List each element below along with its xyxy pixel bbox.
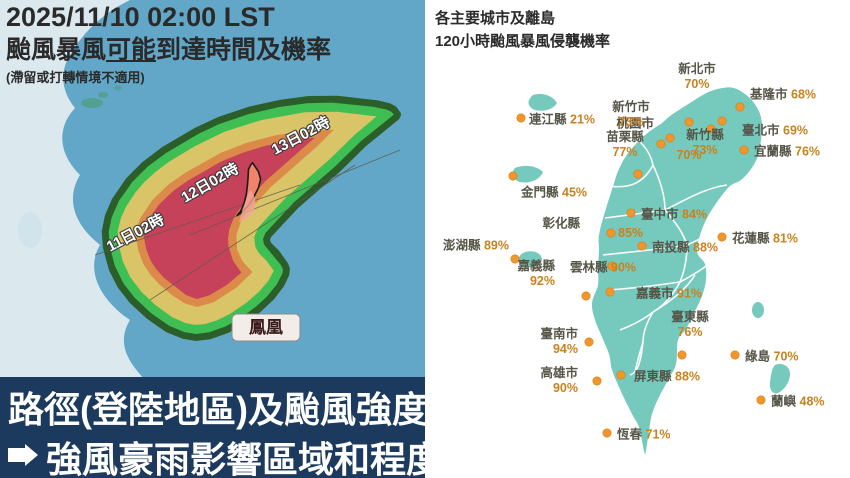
- svg-text:鳳凰: 鳳凰: [249, 318, 283, 337]
